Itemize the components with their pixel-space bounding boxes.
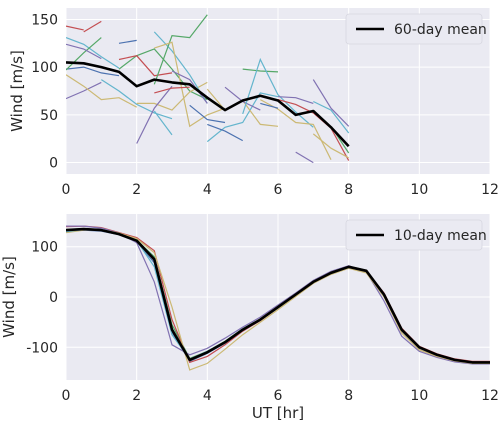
legend-box [345, 13, 483, 45]
series-line [206, 92, 279, 143]
x-tick-label: 6 [274, 388, 283, 404]
series-line [66, 43, 102, 60]
legend-box [345, 219, 483, 251]
series-line [153, 31, 208, 104]
x-tick-label: 8 [344, 182, 353, 198]
series-line [100, 79, 173, 120]
series-line [136, 85, 173, 144]
series-line [171, 70, 208, 104]
x-tick-label: 8 [344, 388, 353, 404]
y-tick-label: -100 [26, 340, 58, 356]
series-line [83, 20, 102, 33]
series-line [66, 228, 490, 371]
series-line [66, 37, 102, 71]
series-line [277, 99, 350, 161]
series-line [118, 55, 173, 77]
series-line [66, 66, 120, 77]
series-line [312, 133, 349, 159]
x-tick-label: 4 [203, 182, 212, 198]
y-tick-label: 0 [49, 290, 58, 306]
series-line [66, 37, 120, 69]
series-group [66, 225, 490, 371]
x-tick-label: 2 [132, 388, 141, 404]
series-line [66, 25, 84, 31]
x-tick-label: 0 [62, 182, 71, 198]
x-tick-label: 12 [481, 182, 499, 198]
series-line [189, 104, 226, 124]
series-line [66, 81, 102, 100]
series-line [242, 68, 279, 73]
series-line [313, 100, 350, 134]
x-tick-label: 0 [62, 388, 71, 404]
legend: 10-day mean [345, 219, 487, 251]
x-tick-label: 2 [132, 182, 141, 198]
series-line [277, 96, 314, 104]
y-tick-label: 0 [49, 156, 58, 172]
y-tick-label: 150 [31, 12, 58, 28]
legend-label: 60-day mean [394, 22, 487, 38]
series-line [207, 123, 243, 142]
series-line [260, 99, 332, 160]
x-tick-label: 6 [274, 182, 283, 198]
series-line [312, 79, 350, 127]
x-tick-label: 10 [410, 182, 428, 198]
x-tick-label: 12 [481, 388, 499, 404]
mean-line [66, 61, 350, 148]
bottom-panel: 0 2 4 6 8 10 12 -100 0 100 Wind [m/s] UT [hr] 10-day… [0, 214, 499, 422]
series-line [154, 41, 226, 128]
y-tick-label: 100 [31, 240, 58, 256]
y-axis-label: Wind [m/s] [0, 256, 18, 338]
top-panel: 0 2 4 6 8 10 12 0 50 100 150 Wind [m/s] 60-day mean [8, 8, 499, 198]
y-tick-label: 50 [40, 108, 58, 124]
series-line [153, 110, 173, 136]
series-line [242, 57, 314, 128]
series-line [153, 14, 208, 85]
series-line [66, 225, 490, 365]
x-tick-label: 4 [203, 388, 212, 404]
series-group [66, 14, 350, 164]
y-axis-label: Wind [m/s] [8, 50, 26, 132]
series-line [66, 74, 137, 108]
x-axis-label: UT [hr] [252, 404, 304, 422]
series-line [260, 102, 279, 109]
y-tick-label: 100 [31, 60, 58, 76]
legend: 60-day mean [345, 13, 487, 45]
series-line [295, 151, 314, 164]
x-tick-label: 10 [410, 388, 428, 404]
series-line [154, 86, 190, 94]
series-line [118, 39, 137, 44]
mean-line [66, 227, 490, 364]
legend-label: 10-day mean [394, 228, 487, 244]
